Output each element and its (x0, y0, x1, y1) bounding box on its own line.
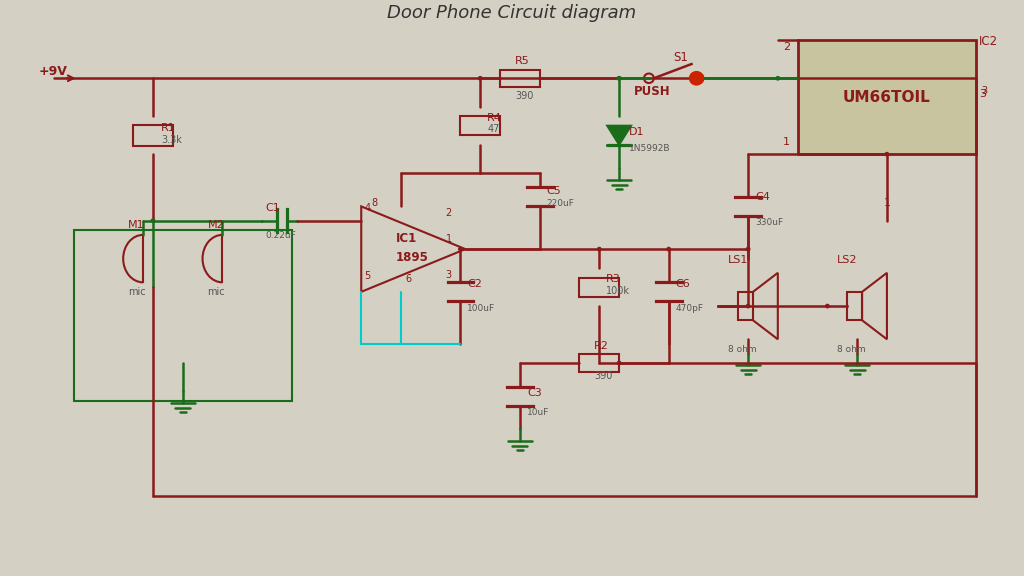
Text: 330uF: 330uF (755, 218, 783, 228)
Text: 2: 2 (445, 208, 452, 218)
Text: 100uF: 100uF (467, 304, 496, 313)
Circle shape (617, 77, 621, 80)
Polygon shape (361, 206, 465, 292)
FancyBboxPatch shape (461, 116, 500, 135)
Text: UM66TOIL: UM66TOIL (843, 90, 931, 105)
Circle shape (617, 361, 621, 365)
Text: C2: C2 (467, 279, 482, 289)
Text: 3: 3 (981, 86, 987, 96)
FancyBboxPatch shape (798, 40, 976, 154)
Text: R5: R5 (515, 56, 529, 66)
Circle shape (776, 77, 779, 80)
Text: 1: 1 (782, 137, 790, 147)
Text: 390: 390 (515, 91, 534, 101)
Text: IC2: IC2 (979, 35, 998, 48)
Circle shape (598, 248, 601, 251)
Text: 6: 6 (406, 274, 412, 285)
FancyBboxPatch shape (847, 292, 862, 320)
Circle shape (746, 304, 750, 308)
FancyBboxPatch shape (133, 125, 173, 146)
Text: 1: 1 (884, 198, 891, 209)
Text: D1: D1 (629, 127, 644, 137)
Polygon shape (753, 273, 778, 339)
Text: mic: mic (208, 287, 225, 297)
Text: S1: S1 (674, 51, 688, 64)
Polygon shape (862, 273, 887, 339)
Text: 220uF: 220uF (547, 199, 574, 209)
Text: 8 ohm: 8 ohm (838, 344, 866, 354)
Text: 1N5992B: 1N5992B (629, 145, 671, 153)
Circle shape (152, 219, 155, 222)
Title: Door Phone Circuit diagram: Door Phone Circuit diagram (387, 4, 637, 22)
Text: 470pF: 470pF (676, 304, 703, 313)
Text: 4: 4 (365, 203, 371, 213)
Circle shape (617, 77, 621, 80)
Text: C4: C4 (755, 192, 770, 202)
Text: R1: R1 (161, 123, 176, 134)
Text: 0.22uF: 0.22uF (265, 231, 296, 240)
Text: 8 ohm: 8 ohm (728, 344, 757, 354)
Circle shape (825, 304, 829, 308)
FancyBboxPatch shape (580, 354, 620, 372)
FancyBboxPatch shape (500, 70, 540, 87)
Text: 10uF: 10uF (527, 408, 549, 417)
FancyBboxPatch shape (580, 278, 620, 297)
Text: 3.3k: 3.3k (161, 135, 181, 145)
FancyBboxPatch shape (738, 292, 753, 320)
Polygon shape (607, 126, 631, 145)
Text: C6: C6 (676, 279, 690, 289)
Text: R4: R4 (487, 113, 502, 123)
Circle shape (746, 248, 750, 251)
Text: IC1: IC1 (396, 232, 417, 245)
Text: 3: 3 (979, 89, 986, 99)
Text: LS2: LS2 (838, 255, 858, 266)
Circle shape (885, 153, 889, 156)
Text: LS1: LS1 (728, 255, 749, 266)
Text: PUSH: PUSH (634, 85, 671, 98)
Text: 390: 390 (594, 371, 612, 381)
Text: 1: 1 (445, 233, 452, 244)
Text: R3: R3 (606, 274, 621, 285)
Circle shape (459, 248, 462, 251)
Circle shape (667, 248, 671, 251)
FancyBboxPatch shape (74, 230, 292, 401)
Text: 47: 47 (487, 124, 500, 134)
Text: C5: C5 (547, 186, 561, 196)
Text: 1895: 1895 (396, 251, 429, 263)
Text: C3: C3 (527, 388, 542, 398)
Text: M2: M2 (208, 220, 224, 230)
Text: 5: 5 (365, 271, 371, 282)
Text: C1: C1 (265, 203, 280, 213)
Text: mic: mic (128, 287, 145, 297)
Text: 3: 3 (445, 270, 452, 279)
Text: R2: R2 (594, 341, 609, 351)
Circle shape (478, 77, 482, 80)
Text: 100k: 100k (606, 286, 630, 295)
Text: 8: 8 (371, 198, 377, 209)
Text: M1: M1 (128, 220, 144, 230)
Text: 2: 2 (782, 42, 790, 52)
Text: +9V: +9V (39, 66, 68, 78)
Circle shape (689, 71, 703, 85)
